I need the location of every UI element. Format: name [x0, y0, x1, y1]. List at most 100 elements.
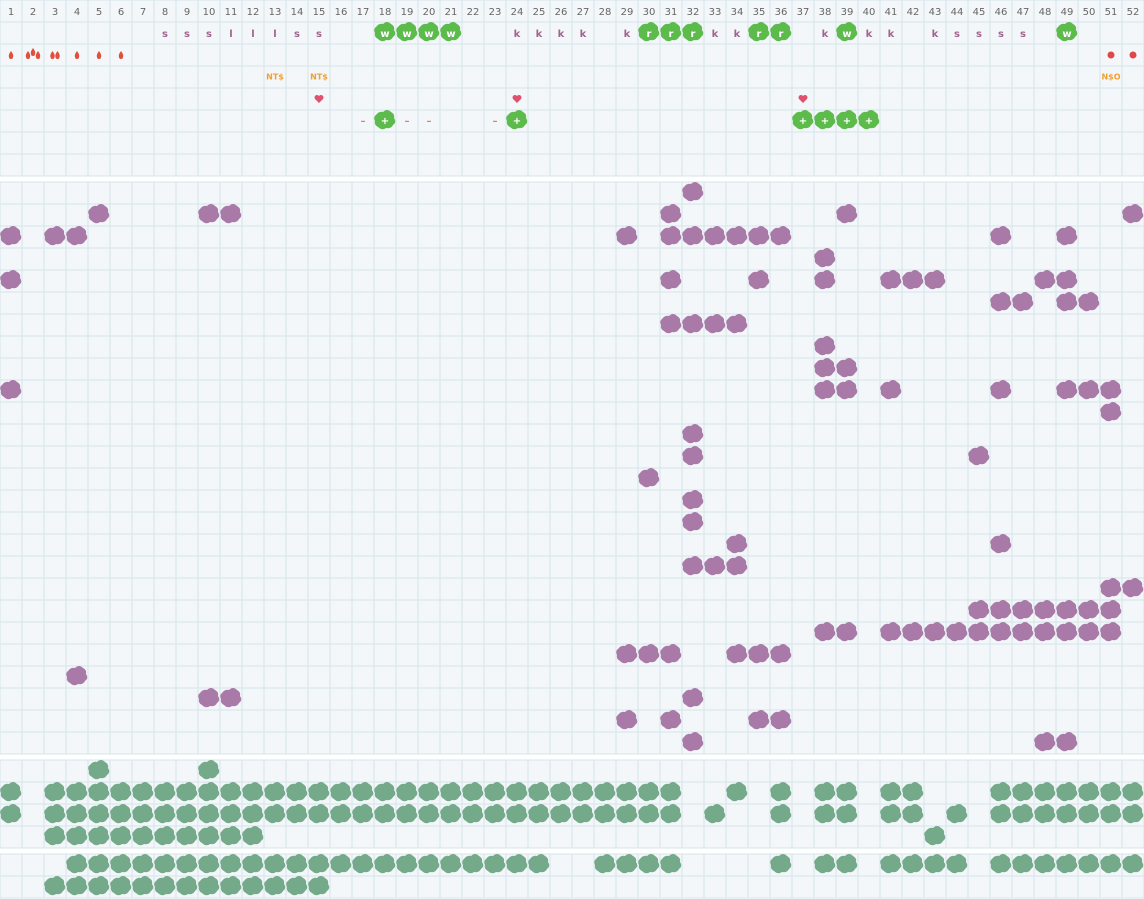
- green-mark: [264, 804, 286, 824]
- green-mark: [374, 782, 396, 802]
- green-mark: [220, 876, 242, 896]
- purple-mark: [638, 468, 660, 488]
- highlight-blob: [858, 110, 880, 130]
- status-letter: s: [998, 29, 1004, 40]
- column-number: 13: [269, 7, 282, 18]
- status-letter: s: [316, 29, 322, 40]
- green-mark: [220, 826, 242, 846]
- green-mark: [88, 760, 110, 780]
- status-letter: s: [954, 29, 960, 40]
- green-mark: [0, 782, 22, 802]
- column-number: 40: [863, 7, 876, 18]
- purple-mark: [1034, 732, 1056, 752]
- green-mark: [1056, 782, 1078, 802]
- column-number: 17: [357, 7, 370, 18]
- green-mark: [66, 876, 88, 896]
- green-mark: [660, 782, 682, 802]
- status-letter: l: [273, 29, 276, 40]
- green-mark: [352, 804, 374, 824]
- green-mark: [1012, 782, 1034, 802]
- green-mark: [88, 782, 110, 802]
- purple-mark: [682, 556, 704, 576]
- status-letter: s: [1020, 29, 1026, 40]
- purple-mark: [88, 204, 110, 224]
- green-mark: [1034, 804, 1056, 824]
- highlight-blob: [638, 22, 660, 42]
- status-letter: k: [932, 29, 939, 40]
- purple-mark: [682, 182, 704, 202]
- green-mark: [484, 804, 506, 824]
- green-mark: [462, 782, 484, 802]
- purple-mark: [968, 600, 990, 620]
- green-mark: [418, 782, 440, 802]
- green-mark: [440, 854, 462, 874]
- green-mark: [330, 854, 352, 874]
- green-mark: [814, 804, 836, 824]
- green-mark: [418, 804, 440, 824]
- column-number: 42: [907, 7, 920, 18]
- green-mark: [836, 804, 858, 824]
- green-mark: [616, 782, 638, 802]
- purple-mark: [616, 644, 638, 664]
- column-number: 46: [995, 7, 1008, 18]
- purple-mark: [814, 622, 836, 642]
- column-number: 19: [401, 7, 414, 18]
- status-letter: w: [446, 29, 455, 40]
- green-mark: [946, 804, 968, 824]
- status-letter: r: [669, 29, 674, 40]
- purple-mark: [770, 644, 792, 664]
- green-mark: [594, 804, 616, 824]
- green-mark: [198, 760, 220, 780]
- column-number: 27: [577, 7, 590, 18]
- purple-mark: [0, 226, 22, 246]
- green-mark: [770, 854, 792, 874]
- purple-mark: [880, 622, 902, 642]
- drop-icon: [74, 51, 80, 59]
- purple-mark: [990, 226, 1012, 246]
- purple-mark: [726, 644, 748, 664]
- green-mark: [902, 804, 924, 824]
- green-mark: [418, 854, 440, 874]
- green-mark: [242, 804, 264, 824]
- column-number: 26: [555, 7, 568, 18]
- status-letter: s: [206, 29, 212, 40]
- green-mark: [594, 782, 616, 802]
- green-mark: [396, 804, 418, 824]
- green-mark: [242, 854, 264, 874]
- column-number: 38: [819, 7, 832, 18]
- green-mark: [88, 854, 110, 874]
- green-mark: [1100, 782, 1122, 802]
- purple-mark: [990, 534, 1012, 554]
- purple-mark: [748, 710, 770, 730]
- purple-mark: [990, 622, 1012, 642]
- column-number: 28: [599, 7, 612, 18]
- green-mark: [990, 854, 1012, 874]
- column-number: 25: [533, 7, 546, 18]
- purple-mark: [748, 226, 770, 246]
- column-number: 37: [797, 7, 810, 18]
- status-letter: k: [888, 29, 895, 40]
- purple-mark: [770, 710, 792, 730]
- sign-label: +: [821, 116, 829, 127]
- green-mark: [528, 854, 550, 874]
- purple-mark: [44, 226, 66, 246]
- column-number: 14: [291, 7, 304, 18]
- purple-mark: [990, 292, 1012, 312]
- status-letter: s: [976, 29, 982, 40]
- green-mark: [1012, 804, 1034, 824]
- purple-mark: [682, 424, 704, 444]
- green-mark: [528, 782, 550, 802]
- purple-mark: [1100, 622, 1122, 642]
- green-mark: [880, 804, 902, 824]
- column-number: 4: [74, 7, 80, 18]
- green-mark: [198, 876, 220, 896]
- status-letter: w: [424, 29, 433, 40]
- green-mark: [154, 826, 176, 846]
- purple-mark: [990, 380, 1012, 400]
- sign-label: –: [493, 116, 498, 127]
- drop-icon: [35, 51, 41, 59]
- status-letter: k: [558, 29, 565, 40]
- green-mark: [308, 876, 330, 896]
- purple-mark: [836, 380, 858, 400]
- green-mark: [814, 782, 836, 802]
